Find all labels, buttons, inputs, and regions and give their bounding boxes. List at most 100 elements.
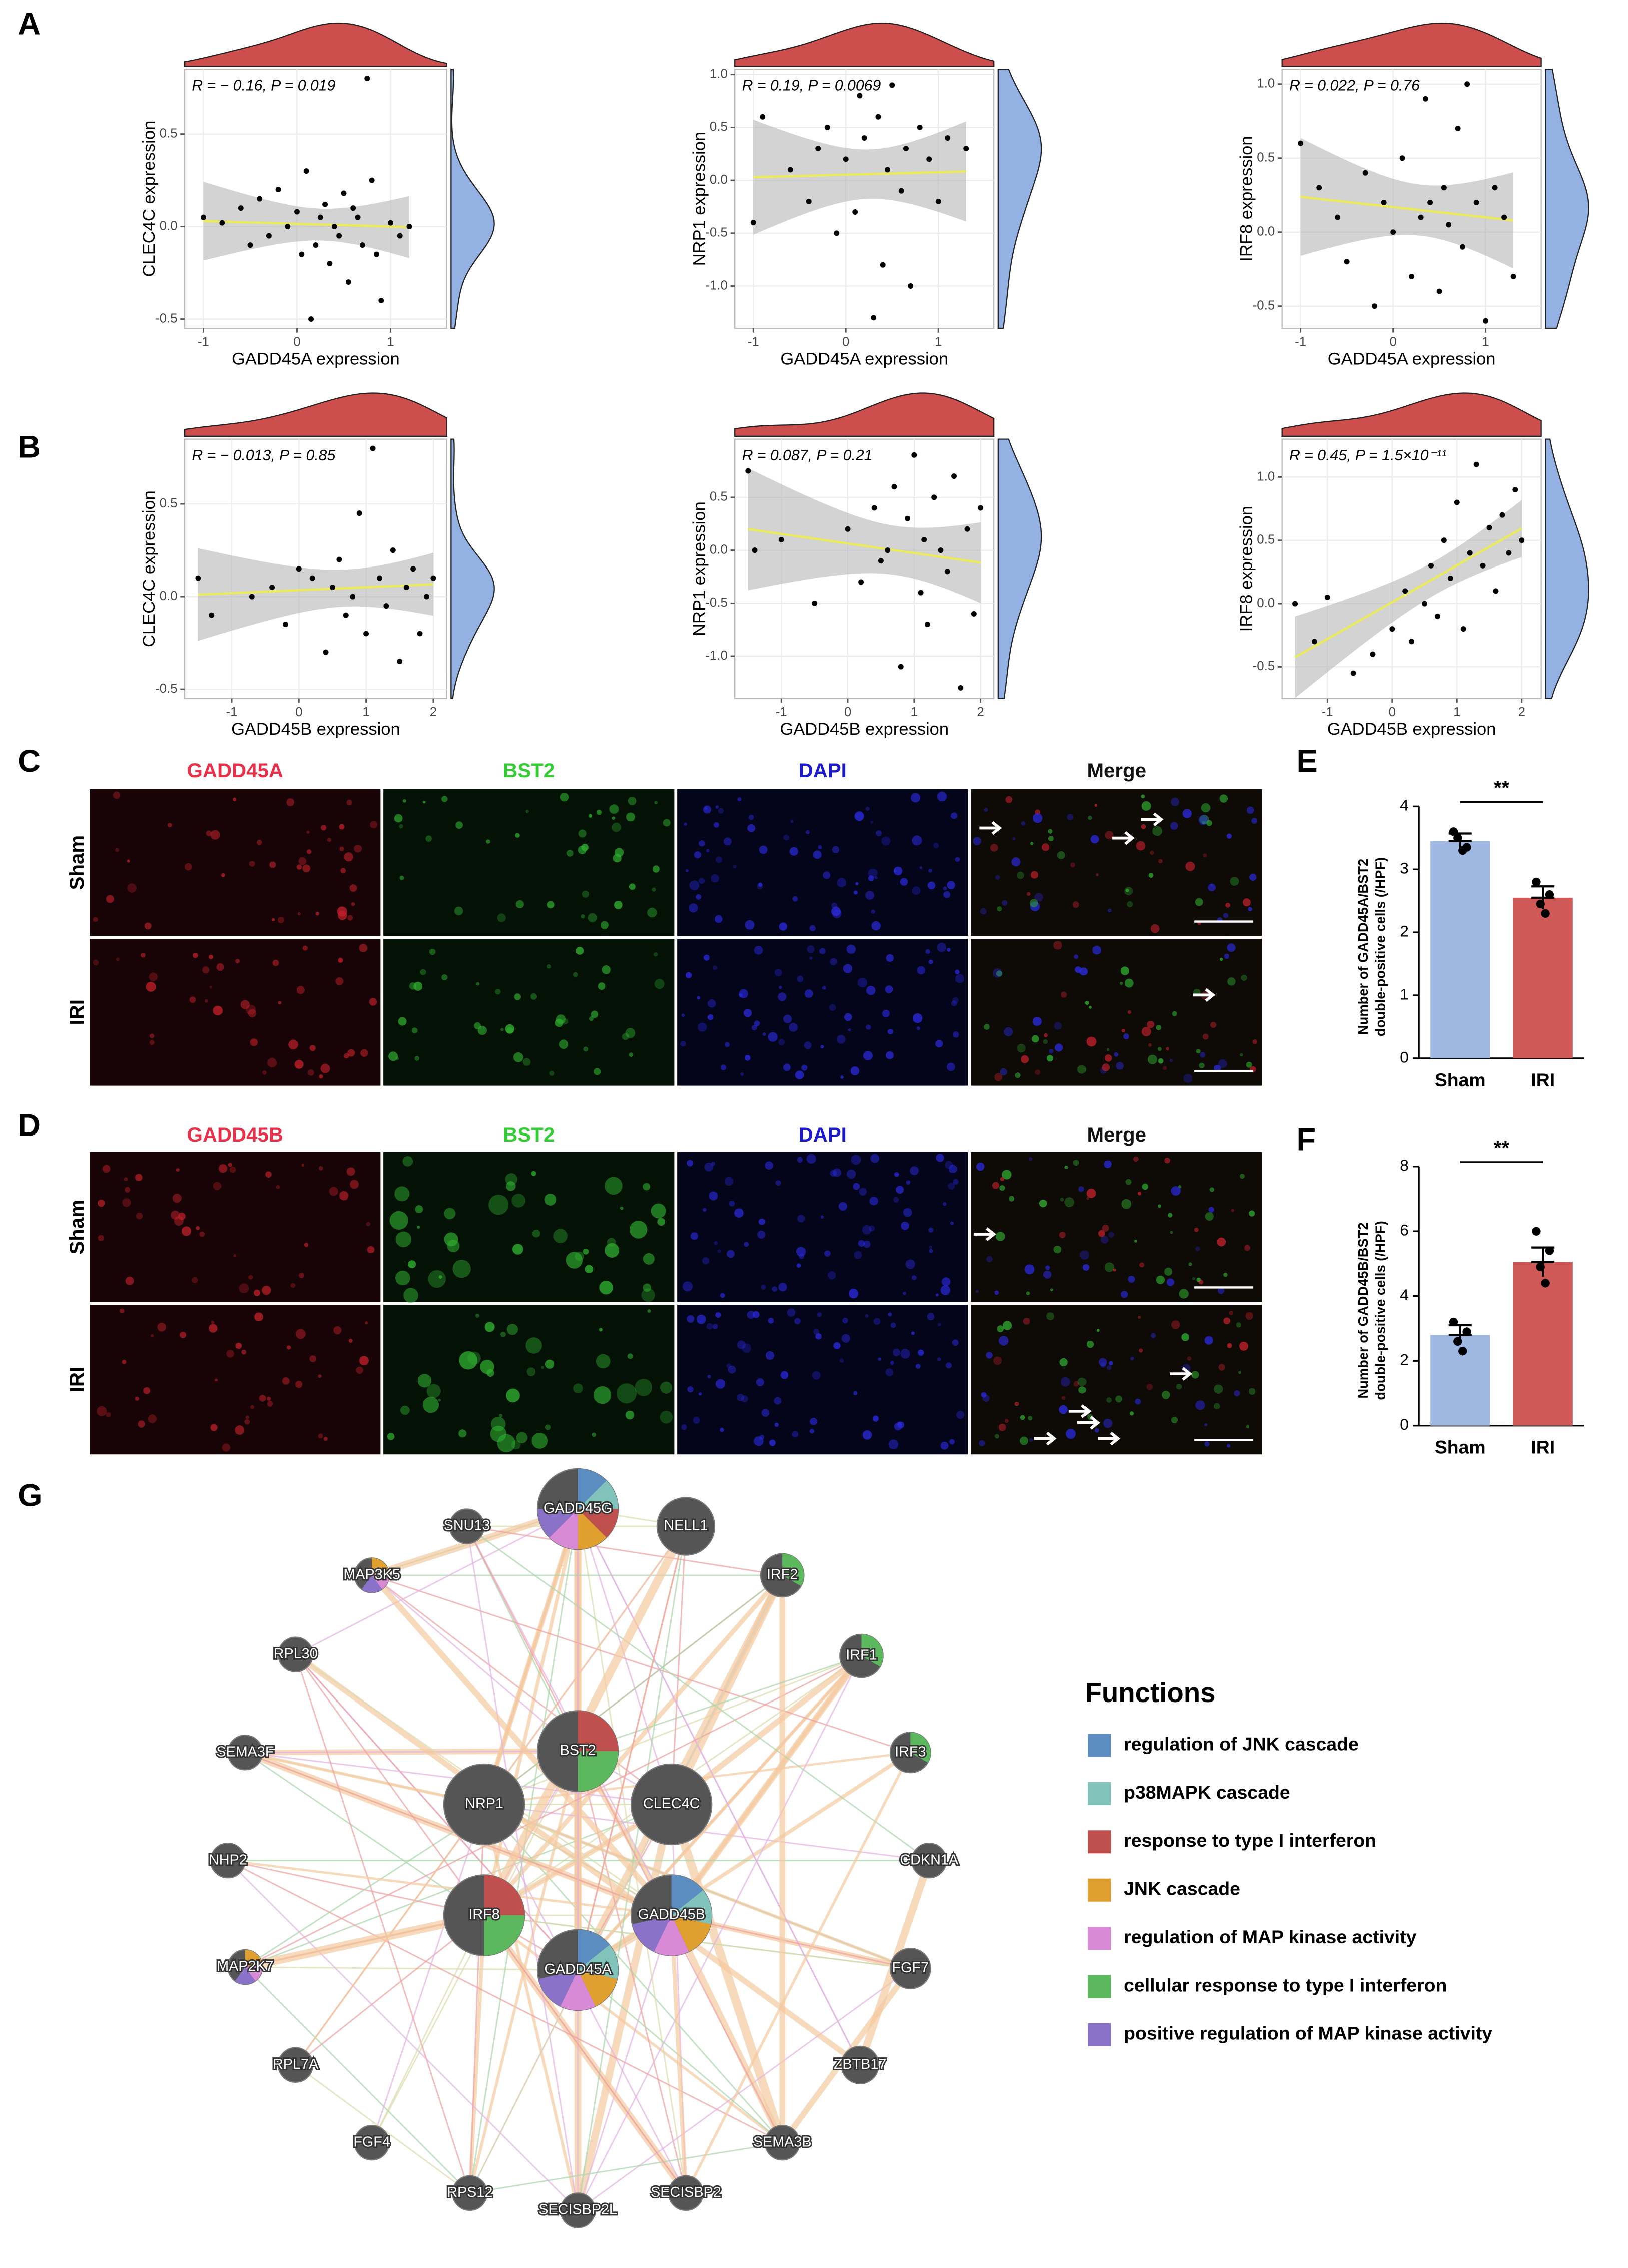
cell-signal	[990, 844, 998, 852]
cell-signal	[1079, 967, 1088, 976]
y-tick-label: 0.5	[160, 496, 178, 510]
cell-signal	[823, 871, 831, 879]
cell-signal	[1128, 1276, 1135, 1283]
network-edge	[577, 1654, 863, 1971]
pie-slice	[671, 1875, 703, 1916]
scatter-point	[1473, 200, 1479, 205]
data-point	[1462, 1327, 1471, 1336]
x-tick-label: Sham	[1435, 1437, 1486, 1458]
cell-signal	[1181, 1333, 1190, 1341]
scatter-point	[303, 168, 309, 174]
cell-signal	[348, 1338, 353, 1343]
cell-signal	[338, 957, 343, 963]
cell-signal	[295, 1381, 303, 1388]
cell-signal	[818, 845, 822, 850]
top-density	[1281, 22, 1542, 67]
scatter-point	[1441, 185, 1447, 191]
cell-signal	[622, 1033, 629, 1040]
data-point	[1449, 1317, 1458, 1327]
cell-signal	[927, 881, 936, 890]
cell-signal	[830, 1170, 837, 1177]
cell-signal	[616, 1383, 637, 1404]
scatter-point	[249, 594, 255, 600]
cell-signal	[663, 819, 671, 827]
cell-signal	[394, 1186, 410, 1202]
scatter-point	[908, 283, 914, 289]
scatter-point	[1506, 550, 1512, 556]
scatter-point	[1464, 81, 1470, 87]
cell-signal	[1188, 1262, 1192, 1266]
cell-signal	[444, 1208, 456, 1220]
cell-signal	[723, 837, 732, 846]
scatter-point	[369, 177, 375, 183]
cell-signal	[868, 875, 874, 881]
top-density	[734, 392, 995, 437]
scatter-point	[778, 536, 784, 542]
cell-signal	[1156, 1275, 1165, 1284]
cell-signal	[455, 821, 463, 829]
cell-signal	[1203, 853, 1207, 858]
node-label: ZBTB17	[834, 2056, 887, 2072]
cell-signal	[459, 1351, 478, 1370]
cell-signal	[366, 1222, 371, 1227]
cell-signal	[1210, 1022, 1217, 1028]
annotation: R = 0.087, P = 0.21	[742, 447, 873, 464]
cell-signal	[602, 965, 611, 974]
cell-signal	[475, 1313, 479, 1318]
data-point	[1458, 846, 1467, 855]
significance: **	[1494, 776, 1510, 799]
cell-signal	[1060, 1377, 1070, 1387]
x-tick-label: -1	[776, 705, 787, 719]
cell-signal	[830, 958, 837, 965]
cell-signal	[581, 914, 585, 919]
scatter-point	[322, 201, 328, 207]
network-edge	[577, 1655, 862, 2211]
cell-signal	[499, 1414, 503, 1418]
cell-signal	[707, 1374, 711, 1379]
cell-signal	[530, 993, 537, 1000]
y-tick-label: 0.5	[1257, 533, 1275, 547]
cell-signal	[1017, 1043, 1026, 1053]
scatter-point	[964, 526, 970, 532]
node-label: IRF2	[767, 1567, 798, 1583]
cell-signal	[1249, 1210, 1255, 1217]
arrow	[1077, 1416, 1100, 1430]
scatter-point	[880, 262, 886, 268]
cell-signal	[1219, 794, 1228, 803]
cell-signal	[772, 1286, 777, 1292]
network-edge	[469, 1804, 485, 2193]
cell-signal	[1251, 818, 1258, 824]
scatter-point	[1402, 588, 1408, 594]
cell-signal	[614, 900, 623, 909]
scatter-point	[1501, 214, 1507, 220]
cell-signal	[221, 873, 225, 877]
cell-signal	[290, 1283, 296, 1288]
scatter-point	[978, 505, 984, 511]
data-point	[1545, 1246, 1554, 1255]
cell-signal	[544, 1194, 557, 1206]
cell-signal	[698, 1392, 702, 1396]
cell-signal	[1004, 1419, 1009, 1423]
y-tick-label: 8	[1400, 1156, 1409, 1174]
network-edge	[371, 1804, 485, 2143]
top-density	[734, 22, 995, 67]
cell-signal	[717, 1249, 721, 1253]
cell-signal	[643, 1283, 651, 1292]
cell-signal	[810, 1418, 818, 1425]
cell-signal	[1121, 1291, 1128, 1298]
cell-signal	[254, 1289, 261, 1296]
cell-signal	[718, 808, 724, 814]
network-edge	[669, 1914, 785, 2144]
cell-signal	[1045, 1265, 1050, 1270]
cell-signal	[981, 1392, 987, 1398]
legend-label: JNK cascade	[1124, 1878, 1240, 1899]
cell-signal	[1026, 1291, 1030, 1296]
cell-signal	[945, 1161, 953, 1169]
scatter-point	[1389, 626, 1395, 632]
cell-signal	[426, 1384, 441, 1398]
y-tick-label: 0	[1400, 1415, 1409, 1433]
cell-signal	[651, 1203, 666, 1219]
cell-signal	[547, 901, 555, 909]
scatter-point	[345, 279, 351, 285]
bar	[1513, 897, 1573, 1058]
